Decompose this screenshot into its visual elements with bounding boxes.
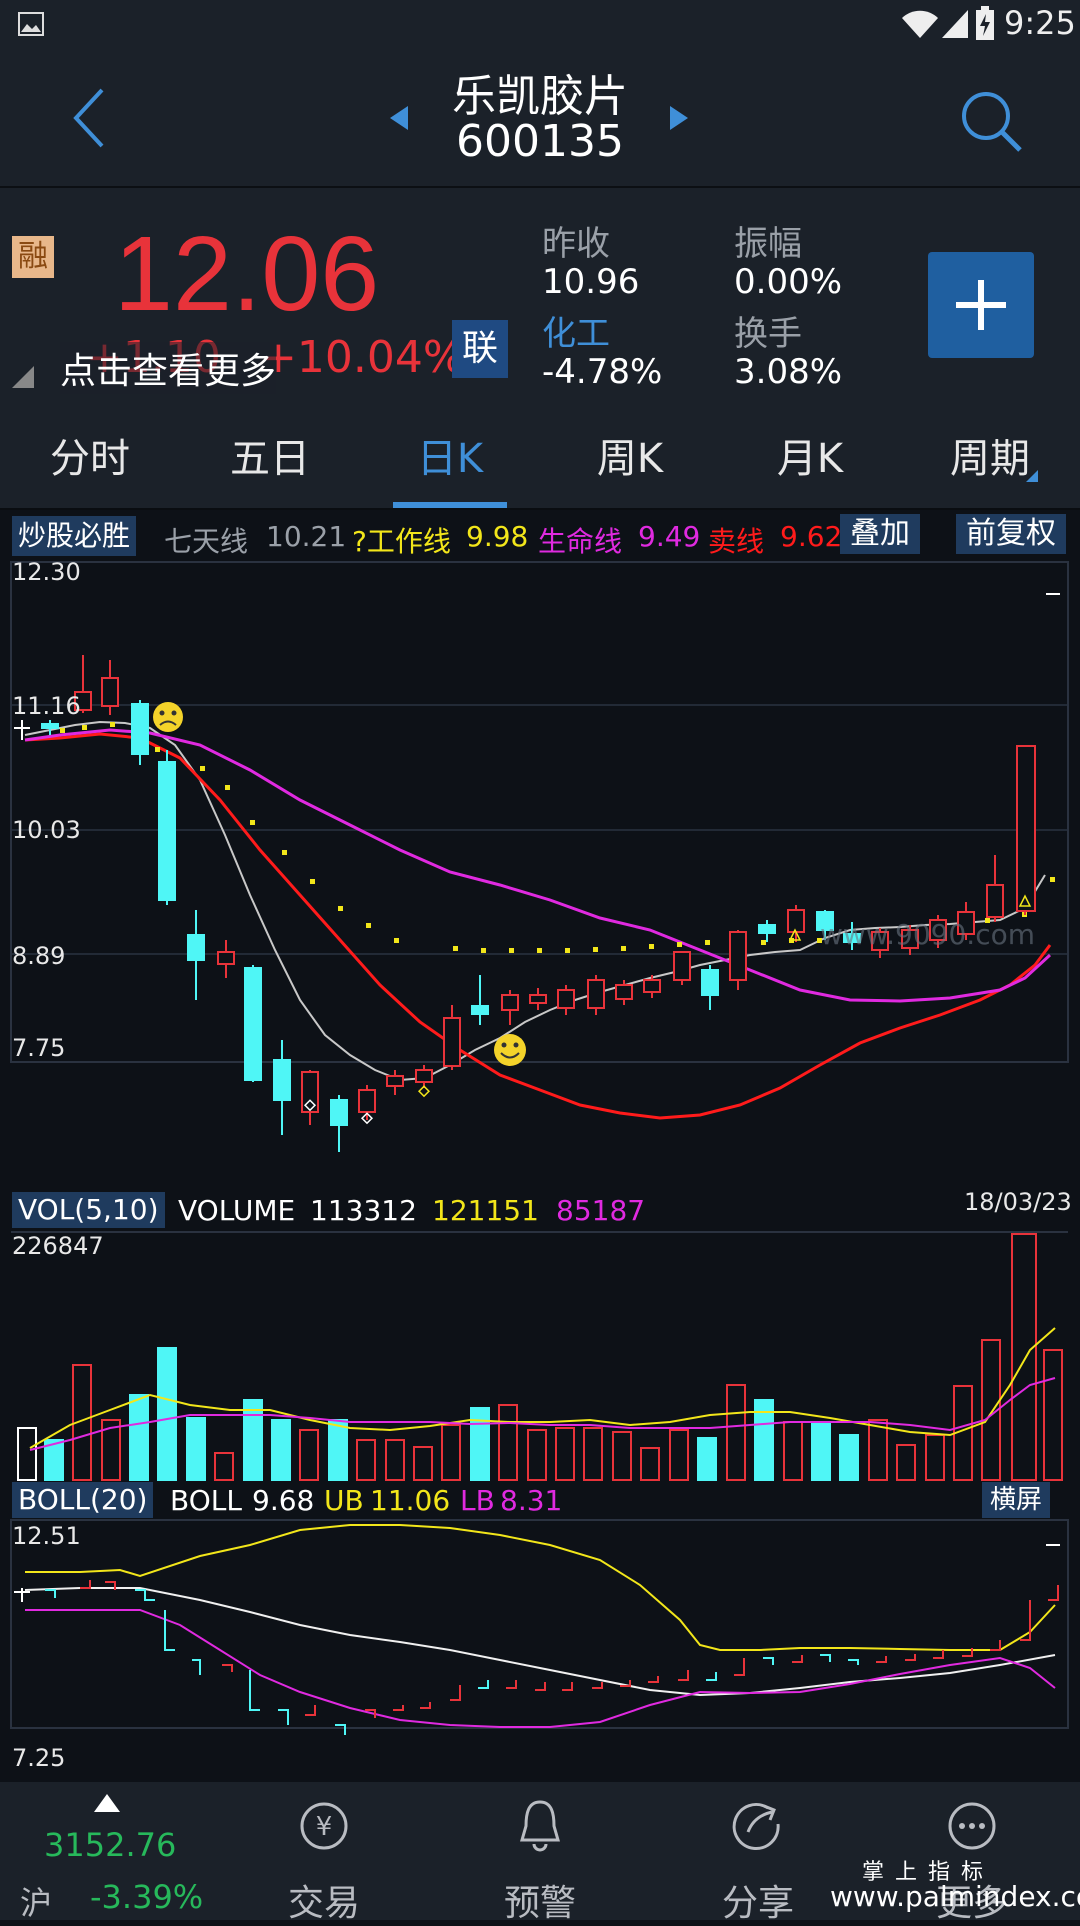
nav-alert[interactable]: 预警	[432, 1782, 648, 1924]
index-value: 3152.76	[44, 1826, 177, 1864]
share-icon	[732, 1803, 780, 1850]
nav-share[interactable]: 分享	[648, 1782, 864, 1924]
status-bar: 9:25	[0, 0, 1080, 50]
stock-name: 乐凯胶片	[452, 71, 628, 122]
add-watchlist-button[interactable]	[928, 252, 1034, 358]
ma7-label: 七天线	[164, 525, 249, 558]
index-change: -3.39%	[90, 1878, 204, 1916]
next-stock-icon[interactable]	[668, 104, 690, 132]
price-change-pct: +10.04%	[260, 332, 465, 383]
indicator-tag[interactable]: 炒股必胜	[12, 516, 137, 556]
index-market: 沪	[20, 1884, 53, 1922]
life-line-value: 9.49	[638, 520, 701, 553]
nav-trade[interactable]: ¥ 交易	[216, 1782, 432, 1924]
turnover-value: 3.08%	[734, 352, 843, 392]
boll-lb-value: 8.31	[500, 1484, 563, 1517]
boll-axis-top: 12.51	[12, 1522, 81, 1550]
image-icon	[18, 12, 44, 36]
boll-lb-label: LB	[460, 1484, 495, 1517]
boll-ub-label: UB	[324, 1484, 364, 1517]
adjusted-price-button[interactable]: 前复权	[956, 514, 1066, 554]
prev-stock-icon[interactable]	[388, 104, 410, 132]
volume-ma10: 85187	[556, 1194, 646, 1227]
more-dots-icon	[948, 1802, 996, 1850]
stock-code: 600135	[456, 116, 624, 167]
volume-tag[interactable]: VOL(5,10)	[12, 1192, 165, 1228]
boll-axis-bottom: 7.25	[12, 1744, 66, 1772]
volume-label: VOLUME	[178, 1194, 296, 1227]
overlay-button[interactable]: 叠加	[840, 514, 920, 554]
tab-daily-k[interactable]: 日K	[416, 436, 484, 482]
add-icon	[956, 280, 1006, 330]
quote-panel: 融 12.06 +1.10 +10.04% 联 点击查看更多 昨收 10.96 …	[0, 188, 1080, 410]
boll-label: BOLL	[170, 1484, 242, 1517]
signal-icon	[942, 10, 968, 38]
landscape-button[interactable]: 横屏	[982, 1482, 1051, 1518]
wifi-icon	[902, 10, 938, 38]
lian-badge[interactable]: 联	[452, 320, 508, 378]
nav-more[interactable]: 更多	[864, 1782, 1080, 1924]
kline-axis-label: 12.30	[12, 558, 81, 586]
work-line-label: ?工作线	[352, 525, 451, 558]
life-line-label: 生命线	[538, 525, 623, 558]
tab-five-day[interactable]: 五日	[230, 436, 310, 482]
sad-face-icon	[153, 702, 183, 732]
brand-url: www.palmindex.com	[830, 1880, 1080, 1913]
boll-tag[interactable]: BOLL(20)	[12, 1482, 154, 1518]
ma7-value: 10.21	[266, 520, 347, 553]
rong-badge: 融	[12, 236, 54, 278]
index-ticker[interactable]: 3152.76 沪 -3.39%	[0, 1782, 216, 1922]
work-line-value: 9.98	[466, 520, 529, 553]
bell-icon	[520, 1800, 560, 1852]
period-tabs: 分时 五日 日K 周K 月K 周期	[0, 410, 1080, 510]
svg-text:¥: ¥	[316, 1812, 333, 1842]
volume-value: 113312	[310, 1194, 417, 1227]
kline-axis-label: 10.03	[12, 816, 81, 844]
tab-period[interactable]: 周期	[950, 436, 1030, 482]
dropdown-corner-icon	[1026, 470, 1038, 482]
search-icon[interactable]	[958, 88, 1024, 154]
header: 乐凯胶片 600135	[0, 50, 1080, 188]
smile-face-icon	[494, 1034, 526, 1066]
boll-ub-value: 11.06	[370, 1484, 451, 1517]
nav-share-label: 分享	[722, 1883, 795, 1924]
kline-chart[interactable]	[0, 510, 1080, 1782]
up-triangle-icon	[94, 1794, 120, 1812]
battery-icon	[976, 6, 994, 40]
back-arrow-icon[interactable]	[70, 86, 110, 150]
sector-label[interactable]: 化工	[542, 314, 610, 354]
kline-axis-label: 8.89	[12, 942, 66, 970]
kline-axis-label: 11.16	[12, 692, 81, 720]
last-price: 12.06	[114, 215, 380, 333]
brand-cn: 掌 上 指 标	[862, 1860, 985, 1885]
corner-triangle-icon	[12, 366, 34, 388]
volume-max: 226847	[12, 1232, 104, 1260]
sell-line-value: 9.62	[780, 520, 843, 553]
nav-trade-label: 交易	[287, 1883, 360, 1924]
tab-intraday[interactable]: 分时	[50, 436, 130, 482]
turnover-label: 换手	[734, 314, 802, 354]
volume-ma5: 121151	[432, 1194, 539, 1227]
active-tab-indicator	[393, 502, 507, 508]
chart-area: 炒股必胜 七天线 10.21 ?工作线 9.98 生命线 9.49 卖线 9.6…	[0, 510, 1080, 1782]
prev-close-value: 10.96	[542, 262, 640, 302]
nav-more-label: 更多	[935, 1883, 1008, 1924]
chart-date: 18/03/23	[964, 1188, 1072, 1216]
trade-yuan-icon: ¥	[300, 1802, 348, 1850]
sector-change: -4.78%	[542, 352, 663, 392]
prev-close-label: 昨收	[542, 224, 610, 264]
tab-weekly-k[interactable]: 周K	[596, 436, 664, 482]
more-info-link[interactable]: 点击查看更多	[60, 342, 277, 394]
amplitude-value: 0.00%	[734, 262, 843, 302]
bottom-nav: 3152.76 沪 -3.39% ¥ 交易 预警 分享 更多 掌 上 指 标	[0, 1782, 1080, 1924]
status-time: 9:25	[1004, 4, 1076, 42]
amplitude-label: 振幅	[734, 224, 802, 264]
boll-value: 9.68	[252, 1484, 315, 1517]
tab-monthly-k[interactable]: 月K	[776, 436, 844, 482]
nav-alert-label: 预警	[503, 1883, 576, 1924]
kline-axis-label: 7.75	[12, 1034, 66, 1062]
watermark: www.9090.com	[820, 918, 1035, 951]
sell-line-label: 卖线	[708, 525, 765, 558]
